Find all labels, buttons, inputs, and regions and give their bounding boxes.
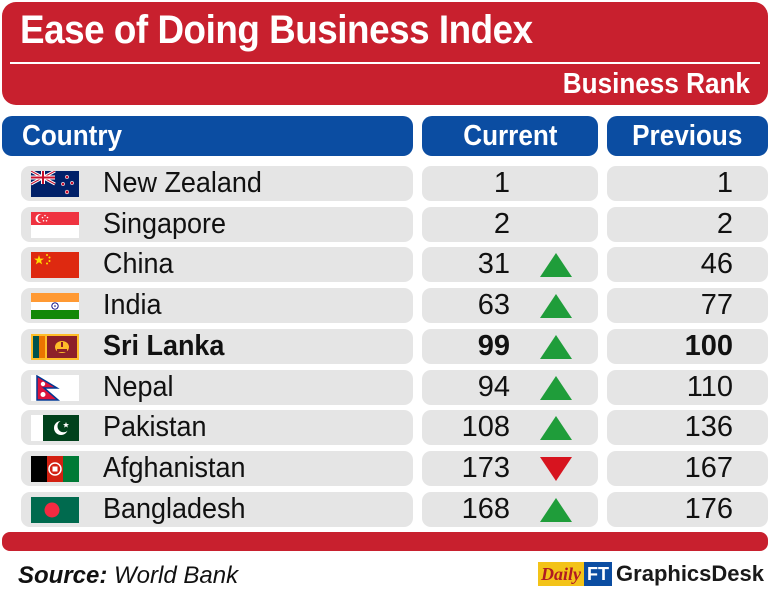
- current-rank-value: 1: [493, 167, 510, 199]
- trend-up-arrow-icon: [540, 375, 572, 400]
- table-row: Afghanistan 173 167: [0, 450, 770, 486]
- ft-logo: FT: [584, 562, 613, 586]
- current-rank-cell: 173: [422, 450, 598, 486]
- graphics-desk-credit: GraphicsDesk: [616, 561, 764, 586]
- current-rank-value: 108: [461, 411, 510, 444]
- pakistan-flag-icon: [31, 415, 79, 442]
- column-header-current: Current: [422, 116, 598, 156]
- daily-logo: Daily: [538, 562, 585, 586]
- source-value: World Bank: [114, 562, 239, 589]
- country-name: Pakistan: [103, 411, 207, 444]
- country-cell: Sri Lanka: [21, 328, 413, 364]
- current-rank-cell: 94: [422, 369, 598, 405]
- country-cell: Afghanistan: [21, 450, 413, 486]
- current-rank-cell: 63: [422, 288, 598, 324]
- country-name: Bangladesh: [103, 492, 246, 525]
- previous-rank-value: 2: [716, 207, 733, 240]
- current-rank-cell: 168: [422, 491, 598, 527]
- china-flag-icon: [31, 252, 79, 279]
- current-rank-value: 99: [477, 329, 510, 362]
- source-note: Source: World Bank: [18, 562, 238, 590]
- country-cell: Bangladesh: [21, 491, 413, 527]
- table-row: Bangladesh 168 176: [0, 491, 770, 527]
- table-row: Pakistan 108 136: [0, 410, 770, 446]
- previous-rank-cell: 77: [607, 288, 768, 324]
- table-row: Singapore 2 2: [0, 206, 770, 242]
- previous-rank-cell: 167: [607, 450, 768, 486]
- country-name: Afghanistan: [103, 451, 246, 484]
- table-row: Nepal 94 110: [0, 369, 770, 405]
- column-header-previous: Previous: [607, 116, 768, 156]
- current-rank-cell: 108: [422, 410, 598, 446]
- previous-rank-value: 110: [686, 370, 733, 403]
- current-rank-cell: 31: [422, 247, 598, 283]
- column-header-country: Country: [2, 116, 413, 156]
- country-name: India: [103, 289, 162, 322]
- country-cell: New Zealand: [21, 166, 413, 201]
- country-name: China: [103, 248, 174, 281]
- trend-up-arrow-icon: [540, 497, 572, 522]
- current-rank-cell: 1: [422, 166, 598, 201]
- previous-rank-value: 46: [700, 248, 733, 281]
- table-row: India 63 77: [0, 288, 770, 324]
- current-rank-value: 173: [461, 451, 510, 484]
- previous-rank-cell: 100: [607, 328, 768, 364]
- trend-up-arrow-icon: [540, 334, 572, 359]
- title-divider: [10, 62, 760, 64]
- bangladesh-flag-icon: [31, 496, 79, 523]
- current-rank-value: 94: [477, 370, 510, 403]
- credit-logo: Daily FT GraphicsDesk: [538, 560, 764, 588]
- country-cell: Singapore: [21, 206, 413, 242]
- current-rank-value: 2: [493, 207, 510, 240]
- bottom-bar: [2, 532, 768, 551]
- previous-rank-cell: 1: [607, 166, 768, 201]
- previous-rank-value: 1: [716, 167, 733, 199]
- country-name: Singapore: [103, 207, 226, 240]
- country-name: Sri Lanka: [103, 329, 225, 362]
- current-rank-value: 31: [477, 248, 510, 281]
- trend-down-arrow-icon: [540, 456, 572, 481]
- singapore-flag-icon: [31, 211, 79, 238]
- country-name: New Zealand: [103, 167, 262, 199]
- previous-rank-value: 100: [684, 329, 733, 362]
- trend-up-arrow-icon: [540, 294, 572, 319]
- new-zealand-flag-icon: [31, 171, 79, 197]
- previous-rank-value: 167: [684, 451, 733, 484]
- current-rank-value: 63: [477, 289, 510, 322]
- table-row: New Zealand 1 1: [0, 166, 770, 201]
- previous-rank-value: 136: [684, 411, 733, 444]
- previous-rank-value: 176: [684, 492, 733, 525]
- previous-rank-cell: 136: [607, 410, 768, 446]
- afghanistan-flag-icon: [31, 455, 79, 482]
- title-banner: Ease of Doing Business Index Business Ra…: [2, 2, 768, 105]
- table-row: China 31 46: [0, 247, 770, 283]
- country-cell: Pakistan: [21, 410, 413, 446]
- current-rank-cell: 99: [422, 328, 598, 364]
- current-rank-cell: 2: [422, 206, 598, 242]
- previous-rank-cell: 110: [607, 369, 768, 405]
- source-label: Source:: [18, 562, 108, 589]
- chart-subtitle: Business Rank: [562, 68, 750, 100]
- nepal-flag-icon: [31, 374, 79, 401]
- country-cell: India: [21, 288, 413, 324]
- chart-title: Ease of Doing Business Index: [20, 8, 533, 52]
- previous-rank-value: 77: [700, 289, 733, 322]
- table-row: Sri Lanka 99 100: [0, 328, 770, 364]
- india-flag-icon: [31, 293, 79, 320]
- previous-rank-cell: 176: [607, 491, 768, 527]
- country-name: Nepal: [103, 370, 174, 403]
- trend-up-arrow-icon: [540, 416, 572, 441]
- current-rank-value: 168: [461, 492, 510, 525]
- sri-lanka-flag-icon: [31, 333, 79, 360]
- country-cell: Nepal: [21, 369, 413, 405]
- trend-up-arrow-icon: [540, 253, 572, 278]
- previous-rank-cell: 46: [607, 247, 768, 283]
- country-cell: China: [21, 247, 413, 283]
- previous-rank-cell: 2: [607, 206, 768, 242]
